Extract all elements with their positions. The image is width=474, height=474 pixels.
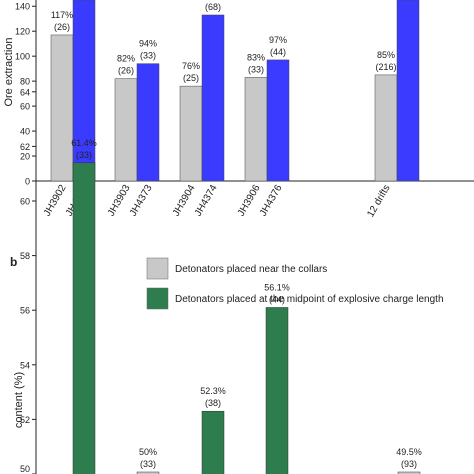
panel-a-y-tick-label: 100 (15, 52, 30, 62)
panel-a-data-sublabel: (33) (140, 51, 156, 61)
panel-a-category-label: JH4376 (258, 183, 285, 219)
panel-a-bar (50, 34, 74, 182)
panel-a-data-sublabel: (33) (248, 64, 264, 74)
panel-a-data-sublabel: (216) (375, 62, 396, 72)
panel-a-data-labels: 117% (26) 82% (26) 94% (33) 76% (25) (68) 83% (33)… (51, 2, 397, 83)
panel-a-data-label: 85% (377, 50, 395, 60)
panel-a-y-tick-label: 140 (15, 2, 30, 12)
panel-b-y-tick-label: 50 (20, 464, 30, 474)
panel-b-data-label: 50% (139, 447, 157, 457)
panel-a-data-label: 117% (51, 10, 73, 20)
panel-a-bar (136, 63, 160, 182)
panel-b-y-tick-label: 64 (20, 87, 30, 97)
legend-swatch (146, 257, 169, 280)
panel-b-bars (72, 162, 421, 474)
panel-b-y-tick-label: 56 (20, 306, 30, 316)
panel-b-y-tick-label: 52 (20, 415, 30, 425)
panel-a-category-label: JH4374 (193, 183, 220, 219)
panel-a-data-label: 82% (117, 54, 135, 64)
panel-b-data-sublabel: (93) (401, 459, 417, 469)
panel-a-y-tick-label: 0 (25, 177, 30, 187)
panel-b-chart: b content (%) Detonators placed near the… (10, 85, 444, 474)
panel-a-y-tick-label: 40 (20, 127, 30, 137)
panel-a-data-sublabel: (44) (270, 47, 286, 57)
panel-a-y-tick-label: 120 (15, 27, 30, 37)
panel-a-bars (50, 0, 420, 182)
panel-b-data-sublabel: (44) (269, 294, 285, 304)
panel-a-bar (244, 77, 268, 182)
panel-a-data-label: 97% (269, 35, 287, 45)
panel-b-data-sublabel: (38) (205, 398, 221, 408)
legend-swatch (146, 287, 169, 310)
panel-b-y-tick-label: 58 (20, 251, 30, 261)
legend-label: Detonators placed at the midpoint of exp… (175, 294, 444, 305)
panel-a-category-label: 12 drifts (365, 183, 392, 219)
panel-b-ylabel: content (%) (13, 372, 25, 428)
panel-b-bar (136, 471, 160, 474)
panel-a-data-label: 83% (247, 52, 265, 62)
panel-a-data-label: 94% (139, 39, 157, 49)
panel-a-bar (201, 14, 225, 182)
panel-a-bar (114, 78, 138, 182)
panel-a-data-sublabel: (25) (183, 73, 199, 83)
panel-b-data-sublabel: (33) (140, 459, 156, 469)
panel-a-data-label: 76% (182, 61, 200, 71)
panel-b-data-label: 52.3% (200, 386, 226, 396)
panel-a-category-label: JH4373 (128, 183, 155, 219)
panel-b-y-tick-label: 54 (20, 360, 30, 370)
panel-b-label: b (10, 255, 17, 269)
panel-a-bar (374, 74, 398, 182)
panel-b-bar (201, 410, 225, 474)
panel-a-data-sublabel: (68) (205, 2, 221, 12)
panel-b-legend: Detonators placed near the collars Detona… (146, 257, 444, 310)
panel-b-y-tick-label: 62 (20, 142, 30, 152)
panel-a-bar (266, 59, 290, 182)
panel-b-bar (72, 162, 96, 474)
panel-b-data-labels: 61.4% (33) 50% (33) 52.3% (38) 56.1% (44) 49.5% (… (71, 138, 422, 469)
panel-b-axes: 50 52 54 56 58 60 62 64 (20, 85, 37, 474)
legend-label: Detonators placed near the collars (175, 264, 327, 275)
panel-b-bar (265, 307, 289, 474)
panel-a-data-sublabel: (26) (54, 22, 70, 32)
panel-a-y-tick-label: 60 (20, 102, 30, 112)
panel-a-bar (179, 85, 203, 182)
panel-a-data-sublabel: (26) (118, 66, 134, 76)
panel-a-ylabel: Ore extraction (3, 37, 15, 106)
panel-b-data-label: 61.4% (71, 138, 97, 148)
panel-b-data-label: 56.1% (264, 282, 290, 292)
panel-a-y-tick-label: 20 (20, 152, 30, 162)
panel-b-data-label: 49.5% (396, 447, 422, 457)
panel-b-bar (397, 471, 421, 474)
panel-a-y-tick-label: 80 (20, 77, 30, 87)
panel-b-data-sublabel: (33) (76, 150, 92, 160)
panel-b-y-tick-label: 60 (20, 197, 30, 207)
panel-a-bar (396, 0, 420, 182)
